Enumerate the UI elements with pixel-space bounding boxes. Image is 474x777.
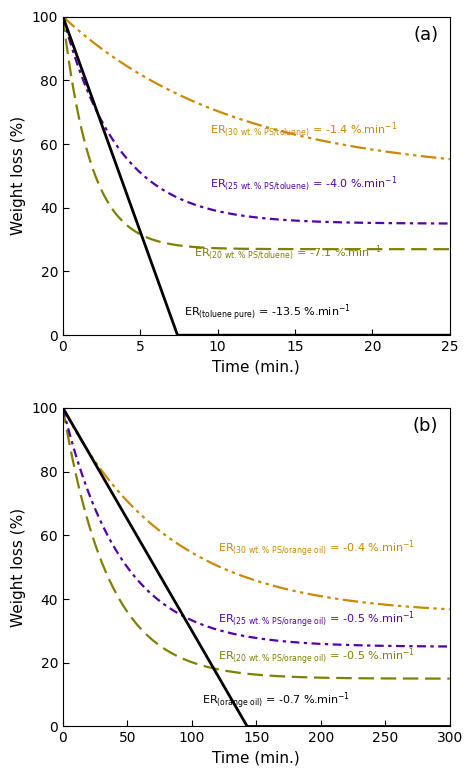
Text: ER$_{\mathregular{(toluene\ pure)}}$ = -13.5 %.min$^{-1}$: ER$_{\mathregular{(toluene\ pure)}}$ = -… [183,302,351,323]
Text: ER$_{\mathregular{(20\ wt.\%\ PS/toluene)}}$ = -7.1 %.min$^{-1}$: ER$_{\mathregular{(20\ wt.\%\ PS/toluene… [194,243,382,262]
Y-axis label: Weight loss (%): Weight loss (%) [11,507,26,627]
Text: ER$_{\mathregular{(20\ wt.\%\ PS/orange\ oil)}}$ = -0.5 %.min$^{-1}$: ER$_{\mathregular{(20\ wt.\%\ PS/orange\… [218,646,415,667]
Text: ER$_{\mathregular{(orange\ oil)}}$ = -0.7 %.min$^{-1}$: ER$_{\mathregular{(orange\ oil)}}$ = -0.… [202,691,350,712]
Text: ER$_{\mathregular{(30\ wt.\%\ PS/toluene)}}$ = -1.4 %.min$^{-1}$: ER$_{\mathregular{(30\ wt.\%\ PS/toluene… [210,120,398,139]
Text: ER$_{\mathregular{(25\ wt.\%\ PS/toluene)}}$ = -4.0 %.min$^{-1}$: ER$_{\mathregular{(25\ wt.\%\ PS/toluene… [210,174,398,193]
Text: (b): (b) [413,417,438,435]
Text: (a): (a) [413,26,438,44]
Y-axis label: Weight loss (%): Weight loss (%) [11,117,26,235]
X-axis label: Time (min.): Time (min.) [212,751,300,766]
Text: ER$_{\mathregular{(25\ wt.\%\ PS/orange\ oil)}}$ = -0.5 %.min$^{-1}$: ER$_{\mathregular{(25\ wt.\%\ PS/orange\… [218,609,415,630]
X-axis label: Time (min.): Time (min.) [212,360,300,375]
Text: ER$_{\mathregular{(30\ wt.\%\ PS/orange\ oil)}}$ = -0.4 %.min$^{-1}$: ER$_{\mathregular{(30\ wt.\%\ PS/orange\… [218,538,415,559]
